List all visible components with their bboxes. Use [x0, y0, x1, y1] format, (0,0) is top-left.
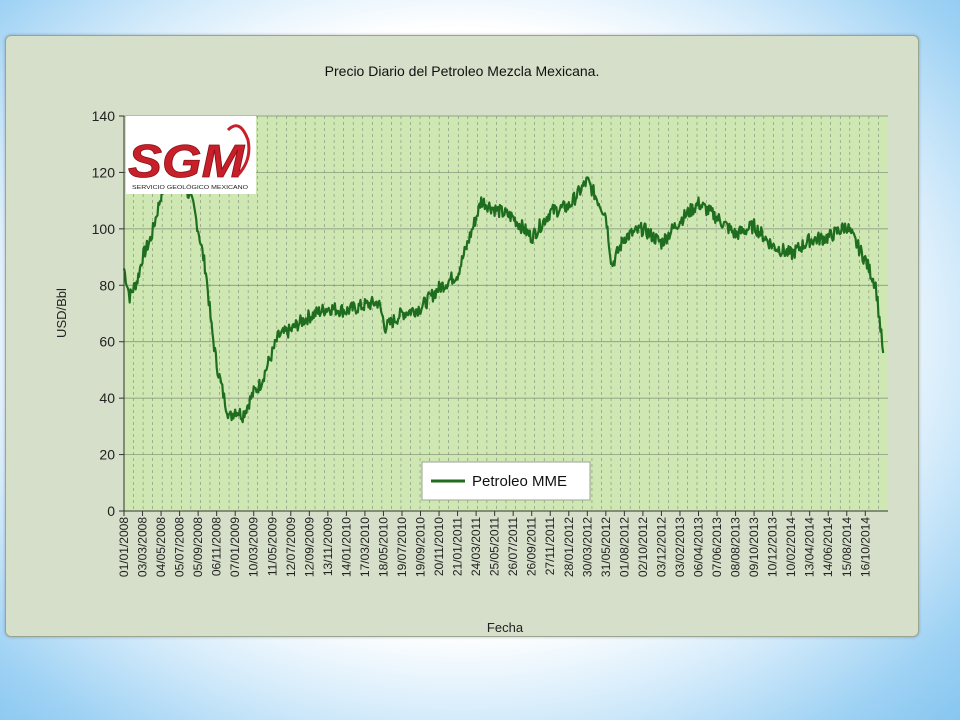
x-tick-label: 20/11/2010	[432, 517, 446, 576]
x-tick-label: 05/07/2008	[173, 517, 187, 577]
logo-caption: SERVICIO GEOLÓGICO MEXICANO	[132, 184, 249, 191]
x-tick-label: 01/01/2008	[117, 517, 131, 577]
sgm-logo: SGM SERVICIO GEOLÓGICO MEXICANO	[126, 116, 256, 194]
chart-title: Precio Diario del Petroleo Mezcla Mexica…	[325, 63, 600, 79]
x-tick-label: 12/09/2009	[302, 517, 316, 577]
series-line-petroleo-mme	[122, 140, 885, 424]
x-tick-label: 30/03/2012	[580, 517, 594, 577]
x-tick-label: 03/02/2013	[673, 517, 687, 577]
y-tick-label: 60	[99, 334, 115, 350]
plot-area	[122, 115, 888, 512]
x-tick-label: 14/01/2010	[339, 517, 353, 577]
y-tick-label: 40	[99, 390, 115, 406]
logo-background	[126, 116, 256, 194]
x-tick-label: 03/03/2008	[136, 517, 150, 577]
x-tick-label: 09/10/2013	[747, 517, 761, 577]
x-tick-label: 07/01/2009	[228, 517, 242, 577]
x-tick-label: 16/10/2014	[858, 517, 872, 577]
x-tick-label: 10/02/2014	[784, 517, 798, 577]
x-tick-label: 10/03/2009	[247, 517, 261, 577]
x-axis-ticks: 01/01/2008 03/03/2008 04/05/2008 05/07/2008…	[117, 511, 872, 577]
y-tick-label: 100	[92, 221, 116, 237]
x-tick-label: 11/05/2009	[265, 517, 279, 576]
x-tick-label: 19/07/2010	[395, 517, 409, 577]
x-tick-label: 03/12/2012	[654, 517, 668, 577]
x-tick-label: 17/03/2010	[358, 517, 372, 577]
logo-hammer-mark	[226, 124, 251, 177]
x-tick-label: 19/09/2010	[414, 517, 428, 577]
x-tick-label: 14/06/2014	[821, 517, 835, 577]
legend: Petroleo MME	[421, 461, 591, 501]
y-tick-label: 80	[99, 277, 115, 293]
x-tick-label: 13/11/2009	[321, 517, 335, 576]
x-tick-label: 15/08/2014	[840, 517, 854, 577]
x-tick-label: 01/08/2012	[617, 517, 631, 577]
x-tick-label: 08/08/2013	[729, 517, 743, 577]
x-tick-label: 04/05/2008	[154, 517, 168, 577]
x-tick-label: 02/10/2012	[636, 517, 650, 577]
x-tick-label: 07/06/2013	[710, 517, 724, 577]
legend-series-label: Petroleo MME	[472, 473, 567, 490]
x-tick-label: 12/07/2009	[284, 517, 298, 577]
logo-letters: SGM	[128, 135, 246, 187]
x-tick-label: 05/09/2008	[191, 517, 205, 577]
y-tick-label: 120	[92, 164, 116, 180]
x-tick-label: 24/03/2011	[469, 517, 483, 576]
x-tick-label: 10/12/2013	[766, 517, 780, 577]
y-axis-ticks: 0 20 40 60 80 100 120 140	[92, 108, 124, 519]
x-tick-label: 25/05/2011	[488, 517, 502, 576]
x-tick-label: 31/05/2012	[599, 517, 613, 577]
y-tick-label: 20	[99, 447, 115, 463]
x-tick-label: 18/05/2010	[376, 517, 390, 577]
x-axis-label: Fecha	[487, 620, 524, 635]
y-axis-label: USD/Bbl	[54, 288, 69, 338]
x-tick-label: 13/04/2014	[803, 517, 817, 577]
x-tick-label: 28/01/2012	[562, 517, 576, 577]
x-tick-label: 21/01/2011	[451, 517, 465, 576]
y-tick-label: 0	[107, 503, 115, 519]
y-tick-label: 140	[92, 108, 116, 124]
x-tick-label: 27/11/2011	[543, 517, 557, 576]
x-tick-label: 06/11/2008	[210, 517, 224, 576]
x-tick-label: 06/04/2013	[691, 517, 705, 577]
x-tick-label: 26/07/2011	[506, 517, 520, 576]
x-tick-label: 26/09/2011	[525, 517, 539, 576]
